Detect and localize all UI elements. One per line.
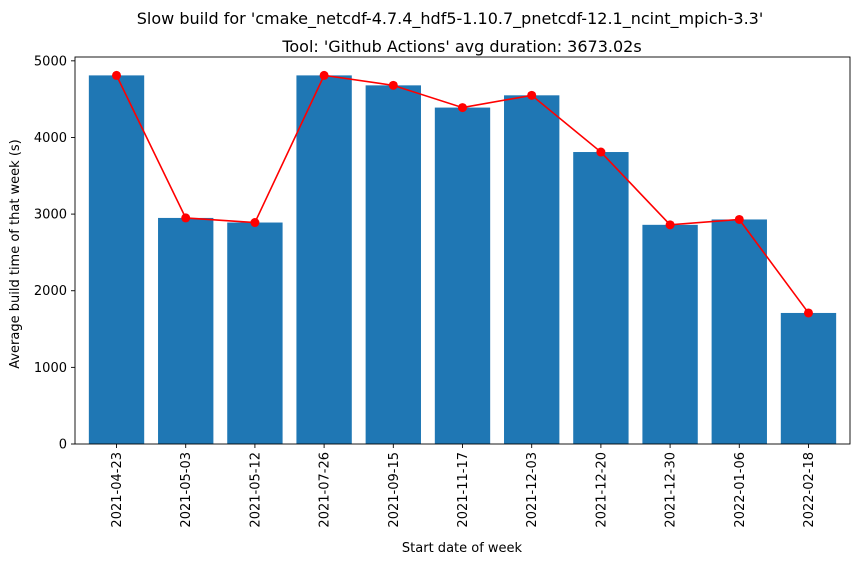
bar bbox=[296, 75, 352, 444]
y-tick-label: 4000 bbox=[34, 131, 67, 146]
data-point bbox=[250, 218, 260, 228]
data-point bbox=[319, 70, 329, 80]
y-tick-label: 1000 bbox=[34, 361, 67, 376]
x-tick-label: 2021-04-23 bbox=[110, 452, 125, 528]
data-point bbox=[388, 80, 398, 90]
x-tick-label: 2021-05-03 bbox=[179, 452, 194, 528]
y-tick-label: 0 bbox=[59, 438, 67, 453]
bar bbox=[504, 95, 560, 444]
data-point bbox=[112, 70, 122, 80]
data-point bbox=[665, 220, 675, 230]
y-tick-label: 3000 bbox=[34, 208, 67, 223]
x-tick-label: 2022-01-06 bbox=[733, 452, 748, 528]
x-tick-label: 2021-07-26 bbox=[318, 452, 333, 528]
bar bbox=[365, 85, 421, 444]
y-tick-label: 5000 bbox=[34, 54, 67, 69]
x-axis-label: Start date of week bbox=[402, 541, 523, 556]
bar bbox=[573, 152, 629, 444]
x-tick-label: 2021-11-17 bbox=[456, 452, 471, 528]
x-tick-label: 2021-05-12 bbox=[248, 452, 263, 528]
bar bbox=[642, 224, 698, 444]
data-point bbox=[803, 308, 813, 318]
bar bbox=[227, 222, 283, 444]
chart-suptitle: Slow build for 'cmake_netcdf-4.7.4_hdf5-… bbox=[137, 9, 764, 29]
x-tick-label: 2021-12-20 bbox=[594, 452, 609, 528]
bar bbox=[711, 219, 767, 444]
bar bbox=[88, 75, 145, 444]
data-point bbox=[734, 214, 744, 224]
bar bbox=[434, 107, 491, 444]
y-axis-label: Average build time of that week (s) bbox=[8, 139, 23, 369]
x-tick-label: 2022-02-18 bbox=[802, 452, 817, 528]
x-tick-label: 2021-12-03 bbox=[525, 452, 540, 528]
bar bbox=[780, 312, 837, 444]
bar bbox=[158, 217, 214, 444]
chart-title: Tool: 'Github Actions' avg duration: 367… bbox=[281, 37, 641, 56]
x-tick-label: 2021-09-15 bbox=[387, 452, 402, 528]
data-point bbox=[458, 103, 467, 113]
x-tick-label: 2021-12-30 bbox=[664, 452, 679, 528]
plot-area: 0 1000 2000 3000 4000 5000 2021-04-23 2021-05-0… bbox=[34, 54, 851, 528]
y-tick-label: 2000 bbox=[34, 284, 67, 299]
data-point bbox=[527, 90, 537, 100]
data-point bbox=[181, 213, 191, 223]
data-point bbox=[596, 147, 606, 157]
